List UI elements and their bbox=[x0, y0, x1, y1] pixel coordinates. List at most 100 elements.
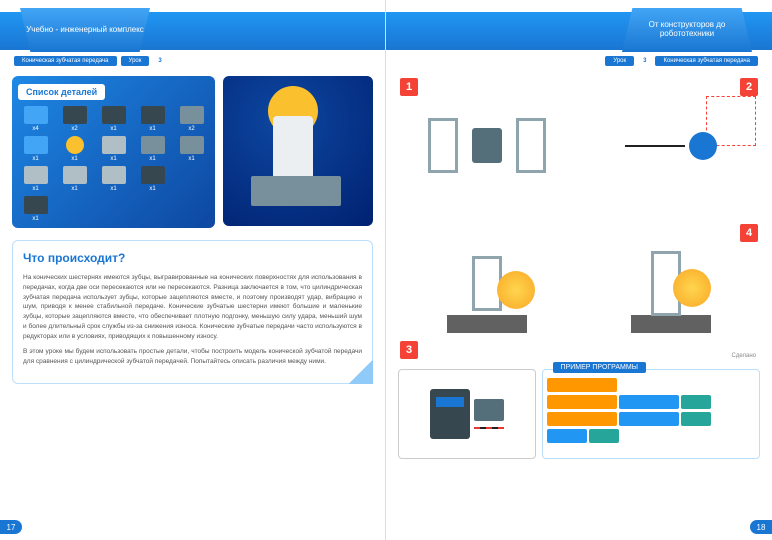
parts-title: Список деталей bbox=[18, 84, 105, 100]
part-qty: x1 bbox=[32, 156, 38, 162]
part-icon bbox=[66, 136, 84, 154]
info-panel: Что происходит? На конических шестернях … bbox=[12, 240, 373, 384]
part-item: x1 bbox=[135, 106, 170, 132]
part-qty: x2 bbox=[71, 126, 77, 132]
info-text: На конических шестернях имеются зубцы, в… bbox=[23, 273, 362, 367]
part-icon bbox=[180, 106, 204, 124]
part-icon bbox=[102, 166, 126, 184]
part-icon bbox=[102, 136, 126, 154]
steps-grid: 1 2 bbox=[398, 76, 760, 361]
breadcrumb-right: Урок 3 Коническая зубчатая передача bbox=[605, 56, 758, 66]
code-block bbox=[589, 429, 619, 443]
parts-panel: Список деталей x4x2x1x1x2x1x1x1x1x1x1x1x… bbox=[12, 76, 215, 228]
page-number-right: 18 bbox=[750, 520, 772, 534]
breadcrumb-num-r: 3 bbox=[638, 57, 651, 65]
program-title: ПРИМЕР ПРОГРАММЫ bbox=[553, 362, 646, 373]
part-qty: x4 bbox=[32, 126, 38, 132]
part-icon bbox=[24, 166, 48, 184]
program-panel: ПРИМЕР ПРОГРАММЫ bbox=[542, 369, 760, 459]
bottom-row: ПРИМЕР ПРОГРАММЫ bbox=[398, 369, 760, 459]
part-item: x1 bbox=[57, 136, 92, 162]
page-spread: Учебно - инженерный комплекс Коническая … bbox=[0, 0, 772, 540]
part-icon bbox=[141, 166, 165, 184]
hero-image bbox=[223, 76, 373, 226]
base-plate-icon bbox=[447, 315, 527, 333]
part-qty: x1 bbox=[71, 186, 77, 192]
part-icon bbox=[24, 196, 48, 214]
right-content: 1 2 bbox=[398, 76, 760, 459]
part-qty: x1 bbox=[188, 156, 194, 162]
part-item: x1 bbox=[96, 166, 131, 192]
code-block bbox=[619, 395, 679, 409]
program-blocks bbox=[547, 378, 755, 443]
wiring-panel bbox=[398, 369, 536, 459]
part-icon bbox=[141, 106, 165, 124]
part-qty: x1 bbox=[71, 156, 77, 162]
part-item: x1 bbox=[18, 136, 53, 162]
header-tab-right: От конструкторов до робототехники bbox=[622, 8, 752, 52]
part-icon bbox=[141, 136, 165, 154]
info-paragraph-1: На конических шестернях имеются зубцы, в… bbox=[23, 273, 362, 341]
hero-base-icon bbox=[251, 176, 341, 206]
code-block bbox=[547, 378, 617, 392]
code-block bbox=[681, 412, 711, 426]
part-item: x2 bbox=[57, 106, 92, 132]
wire-icon bbox=[474, 427, 504, 429]
code-block bbox=[547, 395, 617, 409]
part-icon bbox=[180, 136, 204, 154]
breadcrumb-topic: Коническая зубчатая передача bbox=[14, 56, 117, 66]
part-item: x1 bbox=[96, 136, 131, 162]
step-4-assembly bbox=[582, 222, 760, 362]
header-tab-left: Учебно - инженерный комплекс bbox=[20, 8, 150, 52]
part-qty: x1 bbox=[32, 186, 38, 192]
part-item: x1 bbox=[18, 166, 53, 192]
frame-icon bbox=[516, 118, 546, 173]
part-qty: x1 bbox=[149, 186, 155, 192]
part-icon bbox=[102, 106, 126, 124]
step-2-assembly bbox=[582, 76, 760, 216]
done-label: Сделано bbox=[732, 353, 756, 359]
code-block bbox=[681, 395, 711, 409]
controller-icon bbox=[430, 389, 470, 439]
part-qty: x1 bbox=[149, 156, 155, 162]
code-block bbox=[547, 429, 587, 443]
blue-disc-icon bbox=[689, 132, 717, 160]
step-2: 2 bbox=[582, 76, 760, 216]
step-1: 1 bbox=[398, 76, 576, 216]
part-qty: x1 bbox=[110, 126, 116, 132]
right-page: От конструкторов до робототехники Урок 3… bbox=[386, 0, 772, 540]
part-icon bbox=[63, 106, 87, 124]
parts-grid: x4 x2 x1 x1 x2 x1 x1 x1 x1 x1 x1 x1 x1 x1 x1 bbox=[18, 106, 209, 222]
breadcrumb-num: 3 bbox=[153, 57, 166, 65]
yellow-gear-icon bbox=[673, 269, 711, 307]
top-row: Список деталей x4x2x1x1x2x1x1x1x1x1x1x1x… bbox=[12, 76, 373, 228]
frame-icon bbox=[428, 118, 458, 173]
breadcrumb-lesson: Урок bbox=[121, 56, 150, 66]
axle-icon bbox=[625, 145, 685, 147]
code-block bbox=[547, 412, 617, 426]
part-qty: x1 bbox=[32, 216, 38, 222]
step-3-assembly bbox=[398, 222, 576, 362]
part-item: x2 bbox=[174, 106, 209, 132]
part-qty: x2 bbox=[188, 126, 194, 132]
yellow-gear-icon bbox=[497, 271, 535, 309]
breadcrumb-topic-r: Коническая зубчатая передача bbox=[655, 56, 758, 66]
step-3: 3 bbox=[398, 222, 576, 362]
code-block bbox=[619, 412, 679, 426]
page-number-left: 17 bbox=[0, 520, 22, 534]
part-qty: x1 bbox=[110, 156, 116, 162]
part-icon bbox=[24, 106, 48, 124]
part-item: x4 bbox=[18, 106, 53, 132]
step-4: 4 Сделано bbox=[582, 222, 760, 362]
part-icon bbox=[63, 166, 87, 184]
part-item: x1 bbox=[174, 136, 209, 162]
part-qty: x1 bbox=[149, 126, 155, 132]
part-item bbox=[174, 166, 209, 192]
part-qty: x1 bbox=[110, 186, 116, 192]
part-item: x1 bbox=[57, 166, 92, 192]
part-item: x1 bbox=[135, 136, 170, 162]
part-item: x1 bbox=[96, 106, 131, 132]
motor-icon bbox=[472, 128, 502, 163]
breadcrumb-lesson-r: Урок bbox=[605, 56, 634, 66]
info-paragraph-2: В этом уроке мы будем использовать прост… bbox=[23, 347, 362, 367]
